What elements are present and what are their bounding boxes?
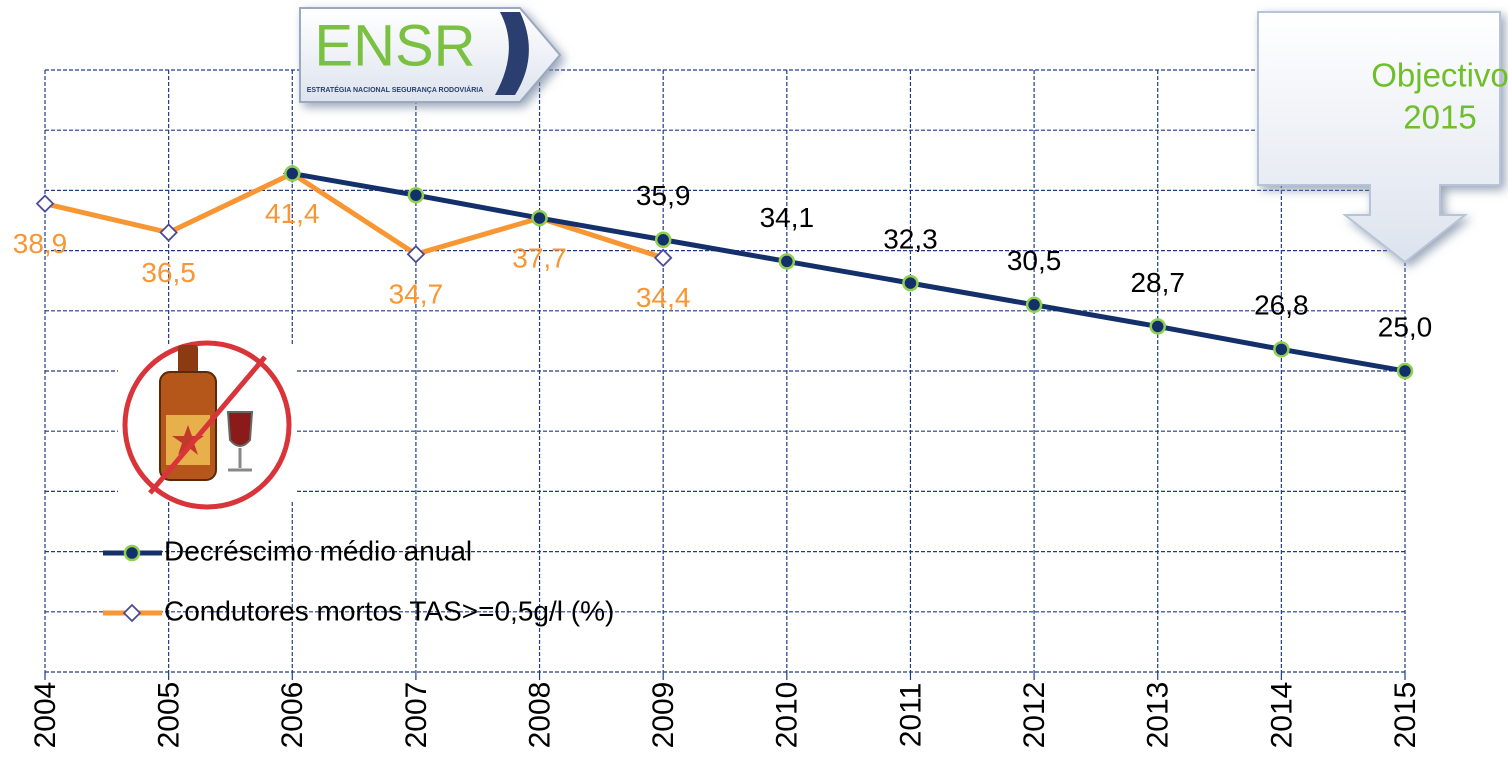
page: ENSR ESTRATÉGIA NACIONAL SEGURANÇA RODOV…: [0, 0, 1508, 773]
x-tick-label: 2006: [276, 682, 309, 749]
marker: [1027, 298, 1041, 312]
data-label: 34,7: [389, 279, 444, 310]
callout: Objectivo 2015: [1258, 12, 1508, 262]
x-tick-label: 2010: [771, 682, 804, 749]
x-tick-label: 2012: [1018, 682, 1051, 749]
x-tick-label: 2013: [1142, 682, 1175, 749]
marker: [409, 188, 423, 202]
x-tick-label: 2007: [400, 682, 433, 749]
data-label: 34,1: [760, 202, 815, 233]
data-label: 36,5: [141, 257, 196, 288]
series-line: [292, 174, 1405, 371]
marker: [903, 276, 917, 290]
callout-text: 2015: [1403, 99, 1476, 136]
data-label: 30,5: [1007, 245, 1062, 276]
marker: [124, 605, 140, 621]
data-label: 25,0: [1378, 311, 1433, 342]
legend-label: Decréscimo médio anual: [164, 535, 472, 566]
marker: [1151, 319, 1165, 333]
icon-glass: [228, 412, 252, 446]
chart: ENSR ESTRATÉGIA NACIONAL SEGURANÇA RODOV…: [0, 0, 1508, 773]
legend-label: Condutores mortos TAS>=0,5g/l (%): [164, 595, 614, 626]
callout-text: Objectivo: [1371, 57, 1508, 94]
data-label: 37,7: [512, 242, 567, 273]
marker: [125, 546, 139, 560]
logo-subtitle: ESTRATÉGIA NACIONAL SEGURANÇA RODOVIÁRIA: [307, 85, 484, 94]
x-tick-label: 2009: [647, 682, 680, 749]
marker: [533, 211, 547, 225]
marker: [161, 225, 177, 241]
marker: [780, 254, 794, 268]
data-label: 34,4: [636, 282, 691, 313]
callout-box: [1258, 12, 1500, 262]
no-alcohol-icon: [118, 343, 296, 507]
x-tick-label: 2004: [29, 682, 62, 749]
logo-title: ENSR: [314, 13, 475, 78]
data-label: 41,4: [265, 198, 320, 229]
data-label: 32,3: [883, 223, 938, 254]
x-tick-label: 2008: [523, 682, 556, 749]
data-label: 35,9: [636, 180, 691, 211]
marker: [37, 196, 53, 212]
x-tick-label: 2005: [153, 682, 186, 749]
marker: [656, 233, 670, 247]
x-tick-label: 2014: [1265, 682, 1298, 749]
x-tick-label: 2015: [1389, 682, 1422, 749]
marker: [655, 250, 671, 266]
data-label: 38,9: [13, 228, 68, 259]
marker: [1398, 364, 1412, 378]
data-label: 28,7: [1130, 267, 1185, 298]
data-label: 26,8: [1254, 290, 1309, 321]
marker: [1274, 342, 1288, 356]
marker: [285, 167, 299, 181]
x-tick-label: 2011: [894, 683, 927, 748]
icon-bottle-neck: [178, 345, 198, 375]
logo: ENSR ESTRATÉGIA NACIONAL SEGURANÇA RODOV…: [300, 8, 560, 102]
